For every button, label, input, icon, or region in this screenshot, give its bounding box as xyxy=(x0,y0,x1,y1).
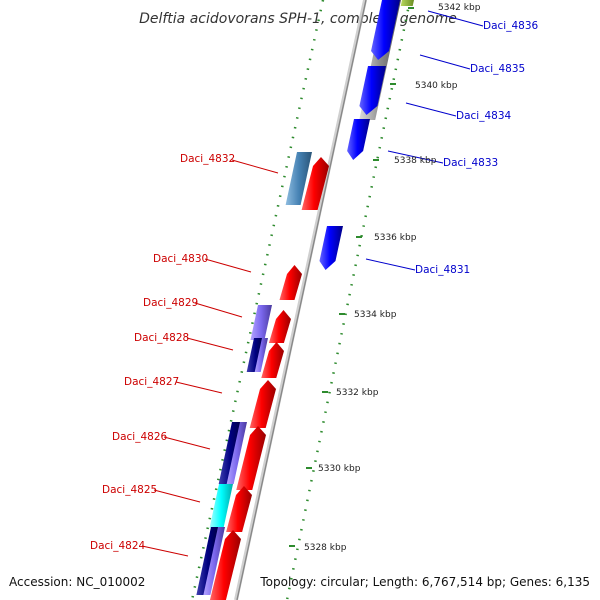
leader-daci-4830 xyxy=(204,258,252,273)
steel-feature-4832[interactable] xyxy=(285,152,312,205)
gene-label-daci-4827[interactable]: Daci_4827 xyxy=(124,376,179,388)
gene-label-daci-4828[interactable]: Daci_4828 xyxy=(134,332,189,344)
leader-daci-4828 xyxy=(186,337,234,351)
leader-daci-4825 xyxy=(153,489,201,503)
gene-label-daci-4829[interactable]: Daci_4829 xyxy=(143,297,198,309)
gene-label-daci-4835[interactable]: Daci_4835 xyxy=(470,63,525,75)
gene-daci-4829[interactable] xyxy=(268,310,291,343)
tick-label-5342: 5342 kbp xyxy=(438,3,481,13)
leader-daci-4824 xyxy=(141,545,189,557)
tick-label-5332: 5332 kbp xyxy=(336,388,379,398)
gene-daci-4825[interactable] xyxy=(226,486,252,532)
leader-daci-4831 xyxy=(365,258,416,271)
purple-feature-4829[interactable] xyxy=(250,305,272,340)
leader-daci-4836 xyxy=(427,10,484,27)
map-title: Delftia acidovorans SPH-1, complete geno… xyxy=(139,11,457,27)
gene-label-daci-4831[interactable]: Daci_4831 xyxy=(415,264,470,276)
leader-daci-4826 xyxy=(163,436,211,450)
purple-feature-4824b[interactable] xyxy=(203,527,225,595)
tick-label-5328: 5328 kbp xyxy=(304,543,347,553)
leader-daci-4833 xyxy=(387,150,444,164)
tick-label-5336: 5336 kbp xyxy=(374,233,417,243)
navy-feature-4826[interactable] xyxy=(218,422,242,484)
purple-feature-4828b[interactable] xyxy=(254,338,268,372)
tick-label-5330: 5330 kbp xyxy=(318,464,361,474)
gene-daci-4824[interactable] xyxy=(209,530,241,600)
genome-backbone-shadow xyxy=(236,0,367,600)
genome-backbone xyxy=(234,0,367,600)
cyan-feature-4825[interactable] xyxy=(209,484,233,528)
purple-feature-4826b[interactable] xyxy=(226,422,247,484)
leader-daci-4832 xyxy=(231,159,279,174)
gene-daci-4826[interactable] xyxy=(236,426,266,490)
gene-features xyxy=(196,0,414,600)
forward-gene-labels: Daci_4832 Daci_4830 Daci_4829 Daci_4828 … xyxy=(90,153,235,552)
gene-label-daci-4825[interactable]: Daci_4825 xyxy=(102,484,157,496)
gene-label-daci-4833[interactable]: Daci_4833 xyxy=(443,157,498,169)
major-tick-marks xyxy=(289,7,414,547)
tick-label-5340: 5340 kbp xyxy=(415,81,458,91)
gene-daci-4832[interactable] xyxy=(301,157,329,210)
genome-summary-text: Topology: circular; Length: 6,767,514 bp… xyxy=(259,575,590,589)
leader-daci-4829 xyxy=(194,302,243,318)
leader-daci-4827 xyxy=(175,381,223,394)
gene-daci-4830[interactable] xyxy=(279,265,302,300)
olive-feature-top[interactable] xyxy=(400,0,414,6)
gene-daci-4831[interactable] xyxy=(319,226,343,270)
navy-feature-4824[interactable] xyxy=(196,527,219,595)
leader-daci-4834 xyxy=(405,102,457,117)
outer-tick-track xyxy=(285,0,412,600)
gene-daci-4834[interactable] xyxy=(347,119,370,160)
gene-label-daci-4836[interactable]: Daci_4836 xyxy=(483,20,539,32)
label-leader-lines xyxy=(141,10,484,557)
gene-daci-4827[interactable] xyxy=(249,380,276,428)
gene-daci-4835[interactable] xyxy=(359,66,386,115)
reverse-gene-labels: Daci_4836 Daci_4835 Daci_4834 Daci_4833 … xyxy=(415,20,539,276)
gene-label-daci-4824[interactable]: Daci_4824 xyxy=(90,540,146,552)
gene-daci-4828[interactable] xyxy=(261,342,284,378)
gene-daci-4836[interactable] xyxy=(371,0,400,60)
scale-tick-labels: 5342 kbp 5340 kbp 5338 kbp 5336 kbp 5334… xyxy=(304,3,481,553)
tick-label-5334: 5334 kbp xyxy=(354,310,397,320)
gene-label-daci-4834[interactable]: Daci_4834 xyxy=(456,110,512,122)
tick-label-5338: 5338 kbp xyxy=(394,156,437,166)
leader-daci-4835 xyxy=(419,54,471,70)
gene-label-daci-4832[interactable]: Daci_4832 xyxy=(180,153,235,165)
navy-feature-4828[interactable] xyxy=(246,338,264,372)
accession-text: Accession: NC_010002 xyxy=(9,575,145,589)
inner-tick-track xyxy=(190,0,325,600)
gene-label-daci-4826[interactable]: Daci_4826 xyxy=(112,431,168,443)
gene-label-daci-4830[interactable]: Daci_4830 xyxy=(153,253,208,265)
